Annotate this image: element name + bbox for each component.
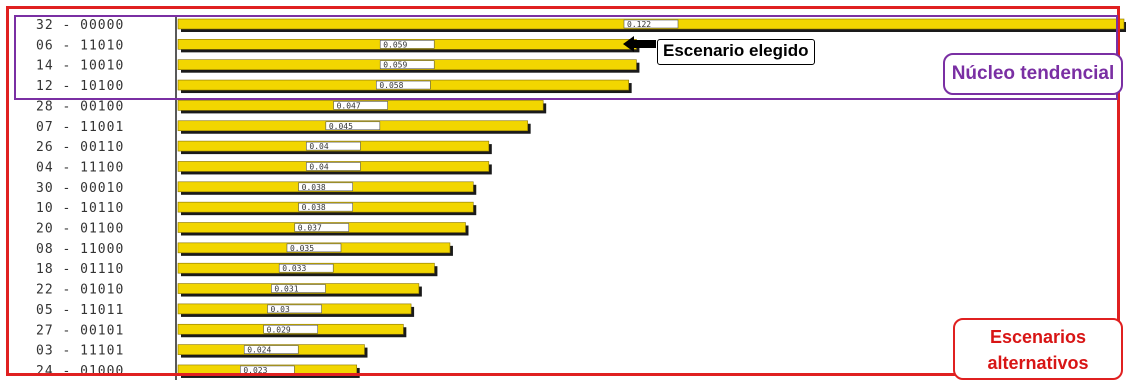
category-label: 20 - 01100 [36, 222, 124, 237]
category-label: 14 - 10010 [36, 59, 124, 74]
category-label: 08 - 11000 [36, 242, 124, 257]
value-label: 0.033 [282, 264, 306, 273]
value-label-box [379, 40, 435, 49]
alternative-scenarios-label-line1: Escenarios [989, 327, 1087, 347]
value-label-box [306, 162, 361, 171]
value-label: 0.04 [309, 162, 328, 171]
value-label-box [286, 243, 342, 253]
value-label-box [325, 121, 381, 131]
value-label: 0.047 [337, 101, 361, 110]
category-label: 26 - 00110 [36, 140, 124, 155]
value-label-box [243, 345, 299, 354]
value-label: 0.035 [290, 244, 314, 253]
value-label: 0.03 [271, 305, 290, 314]
value-label: 0.024 [247, 346, 271, 355]
category-label: 28 - 00100 [36, 99, 124, 114]
category-label: 24 - 01000 [36, 364, 124, 379]
value-label-box [267, 304, 322, 314]
category-label: 32 - 00000 [36, 18, 124, 33]
value-label: 0.122 [627, 20, 651, 29]
category-label: 07 - 11001 [36, 120, 124, 135]
value-label-box [623, 19, 679, 29]
chosen-scenario-callout: Escenario elegido [657, 39, 815, 65]
value-label-box [306, 141, 361, 151]
value-label-box [271, 284, 326, 293]
value-label: 0.031 [274, 285, 298, 294]
alternative-scenarios-label: Escenarios alternativos [953, 318, 1123, 380]
value-label: 0.037 [298, 224, 322, 233]
category-label: 18 - 01110 [36, 262, 124, 277]
category-label: 12 - 10100 [36, 79, 124, 94]
value-label: 0.038 [302, 183, 326, 192]
category-label: 04 - 11100 [36, 160, 124, 175]
category-label: 05 - 11011 [36, 303, 124, 318]
value-label: 0.038 [302, 203, 326, 212]
value-label-box [298, 182, 353, 192]
category-label: 22 - 01010 [36, 283, 124, 298]
category-label: 27 - 00101 [36, 323, 124, 338]
value-label-box [278, 263, 334, 273]
value-label: 0.023 [243, 366, 267, 375]
value-label: 0.04 [309, 142, 328, 151]
value-label-box [263, 324, 318, 334]
category-label: 06 - 11010 [36, 38, 124, 53]
value-label-box [379, 60, 435, 70]
left-arrow-icon [623, 36, 656, 52]
value-label: 0.059 [383, 40, 407, 49]
category-label: 30 - 00010 [36, 181, 124, 196]
value-label: 0.058 [379, 81, 403, 90]
trend-core-label: Núcleo tendencial [943, 53, 1123, 95]
alternative-scenarios-label-line2: alternativos [987, 353, 1089, 373]
value-label-box [376, 80, 431, 90]
category-label: 10 - 10110 [36, 201, 124, 216]
value-label-box [333, 101, 388, 110]
value-label: 0.045 [329, 122, 353, 131]
category-label: 03 - 11101 [36, 344, 124, 359]
value-label: 0.029 [267, 325, 291, 334]
value-label-box [294, 223, 350, 232]
value-label: 0.059 [383, 61, 407, 70]
bars-group: 32 - 00000 0.122 06 - 11010 0.059 14 - 10010… [36, 18, 1126, 379]
value-label-box [298, 202, 353, 212]
